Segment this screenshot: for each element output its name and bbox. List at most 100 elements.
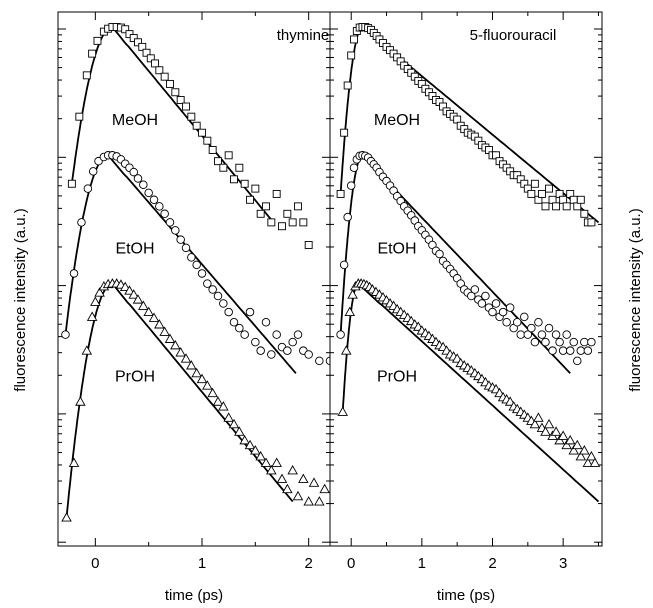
data-point-proh: [180, 353, 192, 363]
data-point-etoh: [580, 337, 589, 347]
data-point-proh: [292, 490, 304, 501]
data-point-meoh: [580, 209, 589, 218]
data-point-proh: [244, 439, 256, 450]
data-point-meoh: [240, 179, 249, 188]
data-point-proh: [589, 457, 601, 467]
data-point-proh: [314, 496, 325, 506]
data-point-proh: [138, 300, 149, 310]
data-point-etoh: [555, 337, 564, 347]
data-point-meoh: [278, 222, 286, 231]
data-point-proh: [561, 439, 572, 450]
data-point-meoh: [208, 146, 217, 154]
data-point-proh: [159, 326, 170, 336]
data-point-meoh: [134, 38, 142, 47]
data-point-etoh: [576, 346, 586, 355]
data-point-etoh: [304, 350, 313, 359]
data-point-etoh: [144, 188, 153, 198]
data-point-meoh: [203, 136, 212, 145]
data-point-etoh: [530, 337, 540, 347]
x-tick-label: 3: [559, 555, 567, 572]
plot-frame: [57, 11, 331, 547]
data-point-etoh: [160, 209, 169, 219]
data-point-meoh: [121, 25, 130, 34]
data-point-etoh: [213, 291, 223, 301]
data-point-etoh: [245, 307, 255, 317]
series-label-etoh: EtOH: [115, 240, 154, 257]
data-point-proh: [81, 345, 93, 355]
data-point-meoh: [545, 184, 553, 193]
data-point-proh: [239, 434, 250, 445]
data-point-proh: [266, 464, 277, 475]
fit-curve-etoh: [64, 154, 297, 374]
series-label-proh: PrOH: [115, 369, 155, 386]
data-point-meoh: [166, 79, 174, 88]
data-point-proh: [575, 450, 587, 461]
data-point-meoh: [219, 163, 228, 172]
data-point-meoh: [343, 81, 352, 90]
data-point-etoh: [88, 167, 98, 176]
data-point-etoh: [512, 317, 522, 327]
data-point-proh: [170, 339, 181, 350]
data-point-etoh: [171, 226, 180, 235]
data-point-proh: [164, 333, 176, 343]
data-point-proh: [124, 285, 135, 295]
data-point-proh: [250, 445, 261, 455]
data-point-proh: [298, 473, 309, 483]
data-point-proh: [337, 406, 348, 416]
data-point-meoh: [93, 36, 102, 45]
data-point-meoh: [192, 121, 201, 130]
data-point-meoh: [246, 195, 254, 204]
data-point-meoh: [256, 209, 265, 218]
data-point-proh: [218, 401, 229, 411]
data-point-meoh: [230, 175, 238, 184]
data-point-proh: [75, 396, 86, 406]
data-point-proh: [564, 434, 576, 445]
data-point-meoh: [267, 218, 276, 227]
data-point-proh: [282, 483, 293, 494]
data-point-meoh: [304, 241, 313, 249]
x-tick-label: 1: [418, 555, 426, 572]
data-point-etoh: [149, 195, 159, 205]
plot-frame: [329, 11, 603, 547]
data-point-etoh: [537, 330, 547, 339]
data-point-meoh: [559, 195, 568, 204]
data-point-etoh: [235, 323, 244, 333]
data-point-meoh: [176, 96, 185, 104]
data-point-meoh: [198, 128, 206, 137]
data-point-etoh: [562, 330, 571, 339]
data-point-etoh: [208, 285, 217, 294]
data-point-etoh: [435, 249, 444, 259]
data-point-etoh: [155, 202, 164, 211]
data-point-proh: [202, 380, 213, 390]
data-point-meoh: [350, 35, 358, 44]
data-point-etoh: [267, 350, 276, 359]
x-tick-label: 2: [304, 555, 312, 572]
data-point-proh: [540, 426, 551, 436]
data-point-meoh: [587, 218, 596, 227]
data-point-meoh: [283, 209, 292, 218]
data-point-meoh: [251, 184, 260, 193]
data-point-proh: [223, 412, 234, 422]
data-point-etoh: [240, 330, 249, 339]
data-point-etoh: [224, 307, 233, 317]
data-point-etoh: [133, 174, 143, 183]
series-label-etoh: EtOH: [377, 240, 416, 257]
data-point-meoh: [82, 71, 91, 80]
fit-curve-meoh: [71, 26, 275, 223]
data-point-etoh: [488, 307, 497, 317]
data-point-etoh: [187, 253, 196, 262]
x-tick-label: 0: [91, 555, 99, 572]
data-point-proh: [175, 347, 186, 357]
data-point-meoh: [569, 195, 578, 204]
data-point-etoh: [346, 181, 356, 190]
data-point-meoh: [224, 151, 233, 160]
data-point-etoh: [491, 299, 501, 308]
data-point-meoh: [182, 102, 190, 111]
panel-thymine: 0 1 2 time (ps) thymine MeOH EtOH PrOH: [57, 11, 331, 604]
data-point-proh: [319, 483, 330, 494]
data-point-etoh: [544, 323, 554, 333]
x-tick-label: 2: [488, 555, 496, 572]
data-point-etoh: [139, 180, 148, 189]
data-point-etoh: [69, 269, 79, 278]
